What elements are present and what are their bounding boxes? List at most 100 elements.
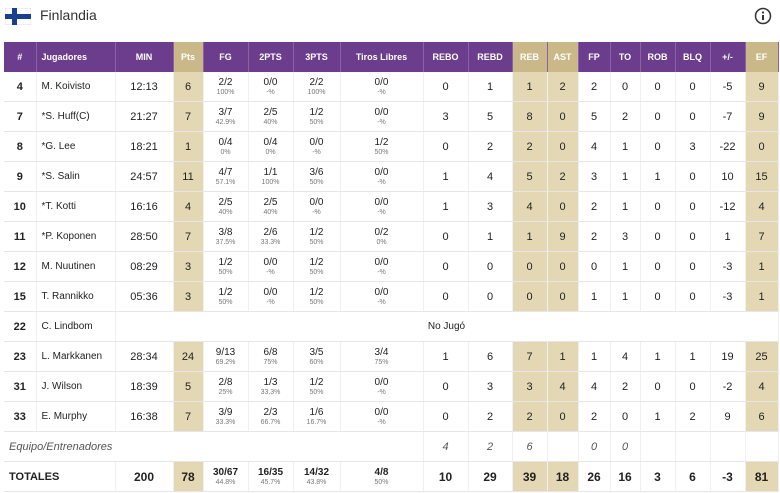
cell: 0 bbox=[547, 281, 579, 312]
percentage: 50% bbox=[374, 148, 389, 156]
header-row: # Jugadores MIN Pts FG 2PTS 3PTS Tiros Libres RE… bbox=[4, 42, 779, 72]
cell: 1/2 50% bbox=[340, 131, 424, 162]
player-row: 9 *S. Salin 24:57 11 4/7 57.1% 1/1 100% 3/6 50% 0/… bbox=[4, 161, 779, 192]
percentage: 50% bbox=[374, 478, 389, 486]
percentage: 60% bbox=[309, 358, 324, 366]
percentage: 57.1% bbox=[215, 178, 236, 186]
percentage: 75% bbox=[374, 358, 389, 366]
cell: C. Lindbom bbox=[36, 311, 116, 342]
player-row: 15 T. Rannikko 05:36 3 1/2 50% 0/0 -% 1/2 50% 0/0-… bbox=[4, 281, 779, 312]
cell: 0/0 -% bbox=[248, 281, 294, 312]
cell: 4 bbox=[4, 72, 37, 102]
cell: 0 bbox=[468, 251, 513, 282]
percentage: 100% bbox=[307, 88, 326, 96]
cell: 2/2 100% bbox=[293, 72, 341, 102]
made-attempted: 2/5 bbox=[218, 196, 233, 208]
cell: 1 bbox=[610, 281, 641, 312]
made-attempted: 2/5 bbox=[263, 196, 278, 208]
cell: 31 bbox=[4, 371, 37, 402]
cell: 10 bbox=[4, 191, 37, 222]
percentage: 66.7% bbox=[260, 418, 281, 426]
cell: 1 bbox=[640, 161, 676, 192]
made-attempted: 1/1 bbox=[263, 166, 278, 178]
cell: 5 bbox=[578, 101, 611, 132]
cell: 0 bbox=[640, 281, 676, 312]
cell: 0 bbox=[675, 191, 711, 222]
cell: J. Wilson bbox=[36, 371, 116, 402]
made-attempted: 3/9 bbox=[218, 406, 233, 418]
percentage: 50% bbox=[309, 298, 324, 306]
cell: 2 bbox=[547, 72, 579, 102]
column-header: REB bbox=[512, 42, 548, 72]
column-header: BLQ bbox=[675, 42, 711, 72]
made-attempted: 3/7 bbox=[218, 106, 233, 118]
made-attempted: 14/32 bbox=[303, 466, 330, 478]
percentage: -% bbox=[266, 88, 275, 96]
column-header: ROB bbox=[640, 42, 676, 72]
cell: 4 bbox=[173, 191, 204, 222]
player-row: 12 M. Nuutinen 08:29 3 1/2 50% 0/0 -% 1/2 50% 0/0-… bbox=[4, 251, 779, 282]
cell: 0 bbox=[675, 281, 711, 312]
cell: 4 bbox=[578, 371, 611, 402]
cell: 9 bbox=[547, 221, 579, 252]
cell: 18:39 bbox=[115, 371, 174, 402]
cell: 0/0 -% bbox=[293, 191, 341, 222]
percentage: 33.3% bbox=[215, 418, 236, 426]
cell: M. Koivisto bbox=[36, 72, 116, 102]
cell: 3 bbox=[468, 191, 513, 222]
made-attempted: 0/0 bbox=[374, 106, 389, 118]
cell: 5 bbox=[512, 161, 548, 192]
made-attempted: 1/2 bbox=[309, 256, 324, 268]
cell: 0/0 -% bbox=[248, 251, 294, 282]
cell: 1 bbox=[610, 131, 641, 162]
cell: 2 bbox=[468, 431, 513, 462]
cell: 200 bbox=[115, 461, 174, 492]
percentage: -% bbox=[377, 88, 386, 96]
made-attempted: 1/2 bbox=[309, 376, 324, 388]
cell: -7 bbox=[710, 101, 746, 132]
percentage: 43.8% bbox=[306, 478, 327, 486]
cell: 0 bbox=[423, 251, 469, 282]
percentage: 16.7% bbox=[306, 418, 327, 426]
percentage: 100% bbox=[216, 88, 235, 96]
made-attempted: 0/0 bbox=[309, 196, 324, 208]
cell: 0 bbox=[547, 401, 579, 432]
percentage: 0% bbox=[220, 148, 231, 156]
percentage: 69.2% bbox=[215, 358, 236, 366]
cell: 7 bbox=[173, 101, 204, 132]
cell: 9 bbox=[745, 72, 779, 102]
made-attempted: 0/0 bbox=[263, 76, 278, 88]
cell: 18:21 bbox=[115, 131, 174, 162]
cell: 28:50 bbox=[115, 221, 174, 252]
cell: 0/4 0% bbox=[248, 131, 294, 162]
cell: 11 bbox=[4, 221, 37, 252]
cell: 0/0 -% bbox=[340, 101, 424, 132]
player-row: 23 L. Markkanen 28:34 24 9/13 69.2% 6/8 75% 3/5 6… bbox=[4, 341, 779, 372]
cell: 1/2 50% bbox=[203, 251, 249, 282]
cell: 0 bbox=[423, 131, 469, 162]
cell: 0 bbox=[640, 251, 676, 282]
cell: 2 bbox=[512, 401, 548, 432]
team-title: Finlandia bbox=[40, 7, 97, 23]
made-attempted: 1/2 bbox=[309, 226, 324, 238]
percentage: 100% bbox=[261, 178, 280, 186]
cell: 2/2 100% bbox=[203, 72, 249, 102]
cell bbox=[640, 431, 676, 462]
cell: 3/7 42.9% bbox=[203, 101, 249, 132]
cell: 08:29 bbox=[115, 251, 174, 282]
column-header: +/- bbox=[710, 42, 746, 72]
made-attempted: 1/2 bbox=[309, 286, 324, 298]
cell: -22 bbox=[710, 131, 746, 162]
cell: 7 bbox=[745, 221, 779, 252]
cell: 0 bbox=[610, 431, 641, 462]
header: Finlandia bbox=[0, 0, 780, 42]
cell: 0 bbox=[640, 72, 676, 102]
player-row: 10 *T. Kotti 16:16 4 2/5 40% 2/5 40% 0/0 -% 0/0 -% 1… bbox=[4, 191, 779, 222]
cell: 26 bbox=[578, 461, 611, 492]
cell: 22 bbox=[4, 311, 37, 342]
cell: 4 bbox=[512, 191, 548, 222]
made-attempted: 9/13 bbox=[215, 346, 236, 358]
column-header: FG bbox=[203, 42, 249, 72]
percentage: 50% bbox=[309, 388, 324, 396]
info-icon[interactable] bbox=[754, 7, 772, 25]
